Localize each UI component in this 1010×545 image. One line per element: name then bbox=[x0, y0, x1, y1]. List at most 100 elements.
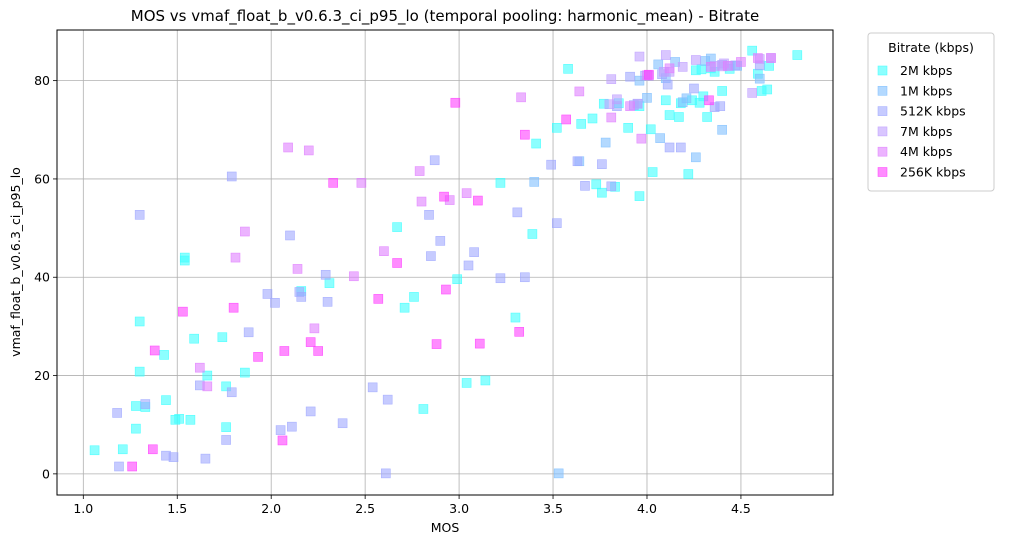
data-point bbox=[140, 399, 151, 409]
data-point bbox=[634, 191, 645, 201]
data-point bbox=[747, 88, 758, 98]
legend-frame bbox=[867, 32, 995, 192]
data-point bbox=[194, 362, 205, 373]
data-point bbox=[600, 137, 611, 148]
data-point bbox=[226, 387, 237, 398]
data-point bbox=[429, 155, 440, 166]
legend-marker bbox=[877, 167, 888, 177]
data-point bbox=[424, 210, 434, 220]
data-point bbox=[580, 181, 590, 191]
data-point bbox=[762, 84, 773, 95]
data-point bbox=[131, 401, 141, 411]
data-point bbox=[279, 346, 290, 356]
data-point bbox=[399, 302, 410, 313]
data-point bbox=[792, 50, 803, 60]
data-point bbox=[691, 152, 701, 163]
data-point bbox=[664, 142, 675, 153]
data-point bbox=[381, 468, 391, 479]
legend-label: 7M kbps bbox=[900, 124, 952, 139]
x-axis-label: MOS bbox=[431, 520, 460, 535]
data-point bbox=[480, 375, 491, 386]
data-point bbox=[469, 247, 479, 257]
data-point bbox=[696, 64, 707, 75]
data-point bbox=[636, 133, 647, 144]
x-tick-label: 4.0 bbox=[637, 501, 657, 516]
data-point bbox=[754, 73, 765, 84]
data-point bbox=[660, 95, 671, 106]
data-point bbox=[676, 142, 686, 153]
data-point bbox=[514, 327, 525, 337]
data-point bbox=[597, 159, 607, 169]
data-point bbox=[553, 468, 564, 479]
data-point bbox=[606, 112, 617, 123]
legend-label: 4M kbps bbox=[900, 144, 952, 159]
data-point bbox=[717, 86, 727, 96]
data-point bbox=[681, 93, 692, 104]
data-point bbox=[702, 112, 712, 122]
data-point bbox=[645, 124, 656, 135]
data-point bbox=[623, 123, 633, 133]
data-point bbox=[591, 179, 602, 190]
data-point bbox=[217, 332, 228, 343]
data-point bbox=[561, 114, 571, 125]
data-point bbox=[287, 421, 297, 432]
data-point bbox=[240, 226, 250, 237]
data-point bbox=[200, 453, 211, 464]
data-point bbox=[644, 69, 654, 80]
data-point bbox=[379, 246, 389, 256]
legend-marker bbox=[877, 65, 888, 76]
data-point bbox=[221, 381, 231, 392]
data-point bbox=[642, 93, 652, 103]
data-point bbox=[296, 292, 307, 302]
data-point bbox=[283, 142, 293, 153]
y-tick-label: 0 bbox=[42, 466, 50, 481]
x-tick-label: 2.5 bbox=[355, 501, 375, 516]
data-point bbox=[168, 452, 179, 462]
legend-marker bbox=[877, 86, 888, 96]
data-point bbox=[722, 61, 733, 71]
y-tick-label: 80 bbox=[34, 73, 50, 88]
legend-marker bbox=[877, 106, 888, 116]
data-point bbox=[226, 171, 237, 182]
data-point bbox=[161, 395, 171, 405]
data-point bbox=[426, 251, 436, 261]
data-point bbox=[441, 284, 451, 295]
y-tick-label: 40 bbox=[34, 270, 50, 285]
data-point bbox=[512, 207, 523, 218]
data-point bbox=[349, 271, 359, 282]
data-point bbox=[766, 53, 776, 63]
data-point bbox=[367, 382, 378, 393]
data-point bbox=[546, 159, 556, 170]
data-point bbox=[736, 57, 746, 67]
data-point bbox=[572, 156, 583, 167]
data-point bbox=[134, 316, 145, 327]
y-axis-label: vmaf_float_b_v0.6.3_ci_p95_lo bbox=[8, 167, 23, 357]
x-tick-label: 3.5 bbox=[543, 501, 563, 516]
data-point bbox=[221, 435, 231, 445]
data-point bbox=[461, 378, 472, 388]
data-point bbox=[660, 50, 671, 60]
data-point bbox=[587, 113, 598, 124]
data-point bbox=[597, 187, 607, 198]
data-point bbox=[159, 350, 169, 360]
data-point bbox=[337, 418, 348, 429]
data-point bbox=[689, 83, 699, 94]
data-point bbox=[292, 264, 303, 274]
data-point bbox=[664, 63, 675, 74]
data-point bbox=[717, 124, 727, 135]
data-point bbox=[664, 110, 675, 120]
legend-label: 512K kbps bbox=[900, 104, 966, 119]
data-point bbox=[674, 112, 684, 122]
data-point bbox=[606, 74, 617, 84]
data-point bbox=[606, 181, 617, 192]
data-point bbox=[576, 119, 587, 129]
data-point bbox=[551, 123, 562, 133]
data-point bbox=[89, 445, 100, 456]
legend-label: 256K kbps bbox=[900, 165, 966, 180]
data-point bbox=[677, 62, 688, 72]
data-point bbox=[356, 178, 367, 188]
data-point bbox=[270, 298, 280, 308]
x-tick-label: 1.5 bbox=[167, 501, 187, 516]
